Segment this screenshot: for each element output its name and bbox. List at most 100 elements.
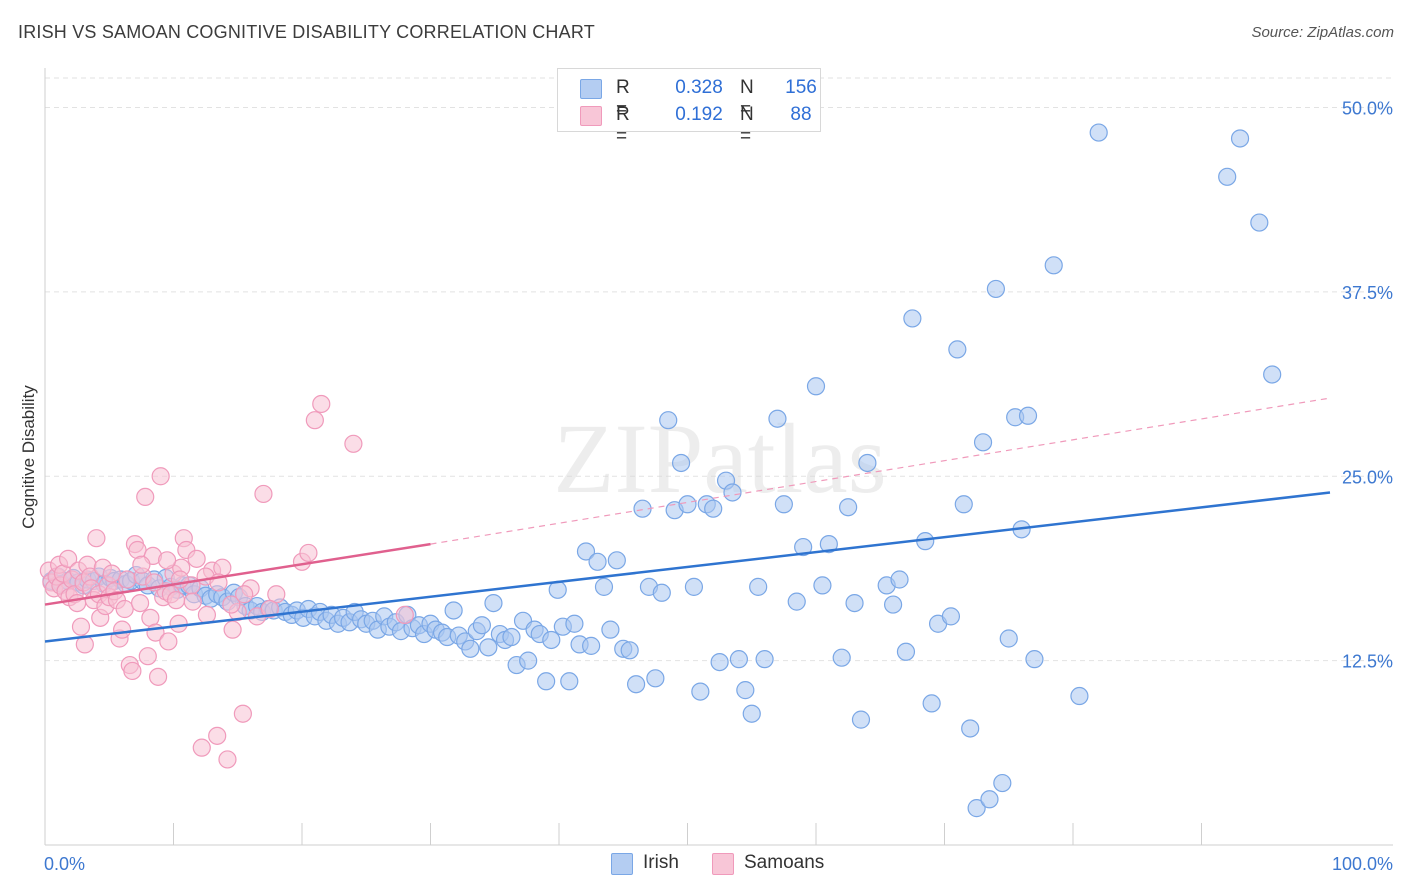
point-samoans-77 — [395, 605, 414, 625]
point-irish-126 — [794, 537, 813, 557]
point-irish-158 — [1070, 686, 1089, 706]
point-irish-74 — [461, 639, 480, 658]
x-tick-label-0: 0.0% — [44, 854, 85, 874]
point-irish-134 — [858, 453, 877, 473]
point-samoans-50 — [159, 632, 178, 651]
point-samoans-14 — [71, 617, 91, 636]
point-irish-149 — [980, 790, 999, 809]
trend-layer — [44, 397, 1331, 643]
samoans-legend-swatch-icon — [712, 853, 734, 875]
chart-source: Source: ZipAtlas.com — [1251, 24, 1394, 41]
samoans-r-label: R = — [616, 104, 630, 147]
point-irish-148 — [973, 433, 993, 452]
point-irish-150 — [986, 279, 1006, 299]
point-irish-110 — [678, 495, 697, 514]
point-irish-125 — [787, 592, 806, 611]
point-irish-161 — [1230, 129, 1250, 148]
y-tick-label-3: 50.0% — [1342, 99, 1393, 119]
point-samoans-85 — [222, 595, 241, 614]
samoans-swatch-icon — [580, 106, 602, 126]
point-irish-92 — [565, 614, 584, 633]
point-samoans-54 — [169, 614, 188, 633]
point-samoans-88 — [260, 599, 279, 619]
point-irish-124 — [774, 495, 793, 514]
point-irish-136 — [883, 595, 903, 614]
axis-layer — [44, 68, 1393, 846]
point-irish-111 — [684, 577, 704, 596]
samoans-n-value: 88 — [790, 104, 812, 125]
point-irish-132 — [845, 593, 864, 613]
y-tick-label-0: 12.5% — [1342, 652, 1393, 672]
point-irish-99 — [607, 551, 626, 570]
point-irish-71 — [444, 601, 463, 620]
point-irish-105 — [646, 669, 665, 688]
point-irish-121 — [749, 577, 768, 596]
point-samoans-28 — [102, 564, 121, 583]
samoans-n-label: N = — [740, 104, 754, 147]
point-irish-155 — [1018, 406, 1038, 425]
point-irish-127 — [806, 377, 826, 396]
point-irish-78 — [484, 593, 503, 613]
point-samoans-39 — [130, 593, 150, 613]
trendline-irish — [44, 491, 1331, 643]
point-irish-119 — [736, 681, 755, 700]
y-tick-label-2: 37.5% — [1342, 283, 1393, 303]
samoans-r-value: 0.192 — [675, 104, 723, 125]
point-irish-122 — [755, 650, 774, 669]
x-tick-label-1: 100.0% — [1332, 854, 1393, 874]
point-irish-112 — [691, 682, 710, 701]
point-samoans-33 — [115, 599, 134, 619]
point-irish-144 — [948, 340, 967, 359]
point-irish-102 — [626, 675, 646, 694]
point-samoans-60 — [192, 738, 211, 757]
point-samoans-70 — [254, 484, 273, 504]
point-samoans-47 — [151, 467, 170, 486]
point-irish-141 — [922, 694, 941, 713]
point-samoans-68 — [233, 704, 252, 723]
point-samoans-8 — [59, 549, 78, 568]
legend-label-irish: Irish — [643, 852, 679, 873]
point-samoans-21 — [87, 529, 106, 548]
point-irish-114 — [704, 499, 723, 518]
point-irish-143 — [941, 607, 961, 626]
point-irish-151 — [993, 773, 1012, 793]
point-irish-109 — [671, 453, 691, 473]
point-samoans-82 — [183, 592, 202, 611]
point-irish-129 — [819, 534, 838, 554]
point-samoans-86 — [235, 585, 254, 604]
irish-n-value: 156 — [785, 77, 817, 98]
point-irish-94 — [576, 542, 596, 561]
y-axis-label: Cognitive Disability — [19, 385, 38, 529]
point-irish-162 — [1250, 213, 1269, 232]
series-samoans — [39, 394, 414, 769]
point-irish-95 — [582, 636, 601, 655]
point-irish-152 — [999, 629, 1018, 648]
point-irish-123 — [768, 409, 787, 428]
point-irish-77 — [479, 638, 498, 657]
point-irish-137 — [890, 570, 909, 589]
point-irish-107 — [659, 411, 678, 430]
point-samoans-32 — [112, 620, 132, 639]
point-irish-145 — [954, 495, 973, 514]
point-irish-130 — [832, 648, 851, 667]
point-samoans-76 — [344, 434, 363, 453]
point-irish-97 — [594, 577, 614, 596]
point-samoans-80 — [157, 551, 177, 570]
irish-r-label: R = — [616, 77, 630, 120]
point-irish-147 — [967, 799, 986, 818]
chart-title: IRISH VS SAMOAN COGNITIVE DISABILITY COR… — [18, 22, 595, 42]
legend-label-samoans: Samoans — [744, 852, 825, 873]
point-irish-118 — [729, 650, 749, 669]
stats-legend: R = 0.328 N = 156 R = 0.192 N = 88 — [557, 68, 821, 147]
point-samoans-75 — [312, 394, 331, 414]
point-samoans-73 — [299, 543, 318, 563]
point-irish-159 — [1089, 123, 1108, 142]
point-samoans-53 — [166, 591, 186, 610]
trendline-samoans — [44, 542, 431, 606]
point-irish-131 — [839, 498, 858, 517]
point-irish-91 — [560, 672, 579, 691]
point-samoans-63 — [208, 726, 227, 745]
point-irish-156 — [1025, 650, 1044, 669]
point-samoans-59 — [187, 549, 206, 568]
